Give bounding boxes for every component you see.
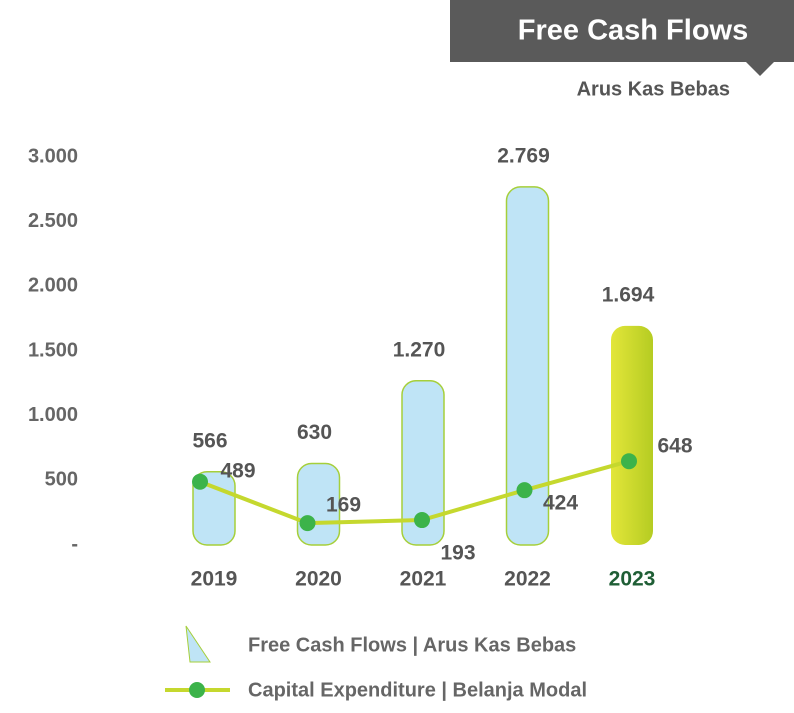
title-box [450, 0, 794, 76]
x-tick-label: 2023 [609, 568, 656, 591]
line-value-label: 169 [326, 494, 361, 517]
bar [611, 325, 653, 545]
chart-title: Free Cash Flows [518, 15, 748, 47]
legend-marker-icon [189, 682, 205, 698]
chart-subtitle: Arus Kas Bebas [577, 78, 730, 100]
bar [401, 379, 445, 546]
line-marker [516, 482, 533, 499]
y-tick-label: 3.000 [28, 145, 78, 167]
line-marker [192, 473, 208, 490]
line-value-label: 193 [440, 542, 475, 565]
line-marker [299, 515, 316, 532]
y-tick-label: - [71, 533, 78, 555]
bar-value-label: 630 [297, 421, 332, 444]
x-tick-label: 2019 [191, 568, 238, 591]
x-tick-label: 2022 [504, 568, 551, 591]
x-tick-label: 2020 [295, 568, 342, 591]
line-value-label: 424 [543, 492, 578, 515]
line-marker [621, 453, 637, 470]
bar-value-label: 1.694 [602, 283, 655, 306]
legend-label: Capital Expenditure | Belanja Modal [248, 679, 587, 701]
bar [505, 186, 550, 546]
y-tick-label: 2.500 [28, 210, 78, 232]
legend-label: Free Cash Flows | Arus Kas Bebas [248, 634, 576, 656]
bar-value-label: 566 [192, 429, 227, 452]
y-tick-label: 1.500 [28, 339, 78, 361]
line-value-label: 489 [220, 459, 255, 482]
y-tick-label: 2.000 [28, 275, 78, 297]
line-value-label: 648 [657, 435, 692, 458]
bar-value-label: 2.769 [497, 144, 550, 167]
line-marker [414, 512, 430, 529]
y-tick-label: 1.000 [28, 404, 78, 426]
legend-bar-icon [185, 625, 211, 663]
bar-value-label: 1.270 [393, 338, 446, 361]
y-tick-label: 500 [45, 469, 78, 491]
x-tick-label: 2021 [400, 568, 447, 591]
